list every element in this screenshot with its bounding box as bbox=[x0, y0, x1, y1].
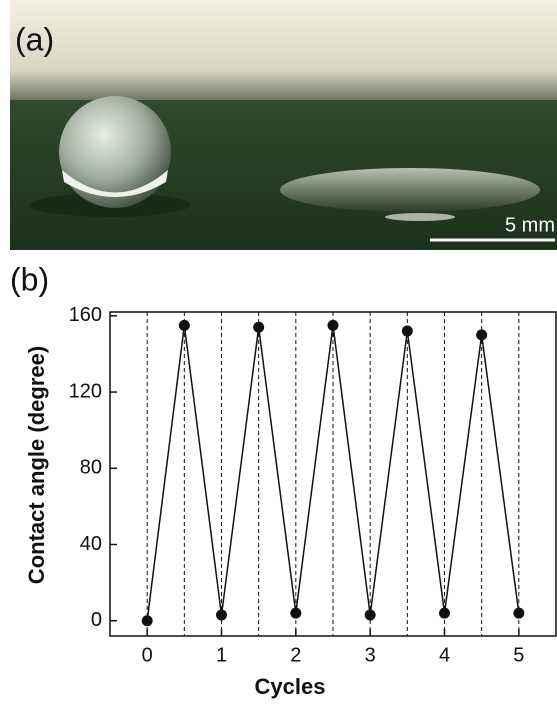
data-point bbox=[290, 607, 302, 619]
data-point bbox=[513, 607, 525, 619]
data-point bbox=[327, 319, 339, 331]
data-point bbox=[216, 609, 227, 621]
x-tick-label: 4 bbox=[439, 644, 450, 666]
data-point bbox=[401, 325, 413, 337]
data-point bbox=[141, 615, 153, 627]
y-tick-label: 160 bbox=[69, 304, 102, 326]
x-axis-title: Cycles bbox=[255, 674, 326, 699]
puddle bbox=[280, 168, 540, 212]
y-tick-label: 120 bbox=[69, 380, 102, 402]
y-tick-label: 0 bbox=[91, 609, 102, 631]
x-tick-label: 5 bbox=[513, 644, 524, 666]
photo-background bbox=[10, 0, 557, 100]
x-tick-label: 1 bbox=[216, 644, 227, 666]
y-axis-title: Contact angle (degree) bbox=[24, 346, 49, 584]
data-point bbox=[253, 321, 265, 333]
data-point bbox=[364, 609, 376, 621]
scale-bar-label: 5 mm bbox=[505, 214, 555, 236]
data-point bbox=[439, 607, 450, 619]
data-point bbox=[178, 319, 190, 331]
y-tick-label: 80 bbox=[80, 457, 102, 479]
photo: 5 mm (a) bbox=[10, 0, 557, 250]
panel-label: (a) bbox=[15, 21, 54, 57]
data-point bbox=[476, 329, 488, 341]
y-tick-label: 40 bbox=[80, 533, 102, 555]
x-tick-label: 2 bbox=[290, 644, 301, 666]
x-tick-label: 3 bbox=[365, 644, 376, 666]
droplet-reflection bbox=[62, 170, 168, 197]
x-tick-label: 0 bbox=[142, 644, 153, 666]
panel-label: (b) bbox=[10, 261, 49, 297]
droplet bbox=[59, 96, 171, 208]
puddle-reflection bbox=[385, 213, 455, 221]
